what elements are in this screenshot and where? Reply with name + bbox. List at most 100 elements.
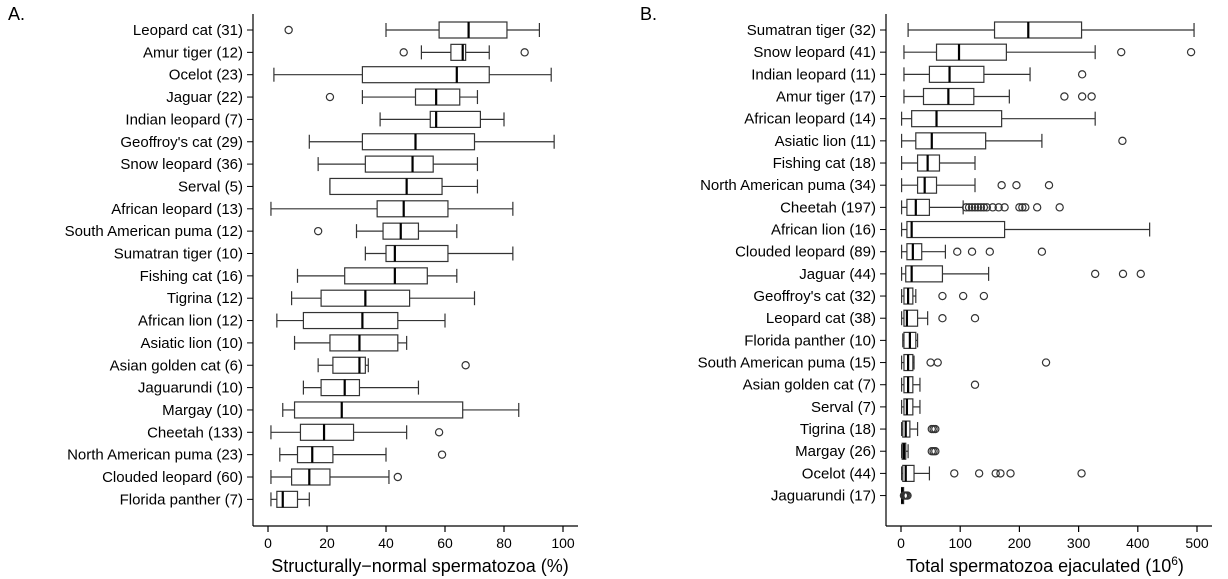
x-tick-label: 20 [319, 535, 335, 551]
box-iqr [376, 200, 449, 218]
outlier-point [1136, 269, 1145, 279]
box-iqr [364, 155, 434, 173]
category-label: Leopard cat (38) [766, 310, 876, 327]
box-iqr [906, 243, 923, 261]
category-label: Ocelot (23) [169, 67, 243, 84]
box-iqr [915, 132, 987, 150]
box-iqr [438, 21, 508, 39]
category-label: Snow leopard (41) [753, 44, 876, 61]
box-iqr [329, 177, 443, 196]
category-label: South American puma (12) [65, 223, 243, 240]
category-label: Cheetah (197) [780, 199, 876, 216]
x-tick-label: 80 [496, 535, 512, 551]
box-iqr [329, 334, 399, 352]
category-label: Serval (5) [178, 178, 243, 195]
box-iqr [429, 110, 482, 129]
outlier-point [393, 472, 402, 482]
category-label: Cheetah (133) [147, 424, 243, 441]
category-label: Geoffroy's cat (29) [120, 134, 243, 151]
box-iqr [928, 65, 985, 83]
category-label: North American puma (34) [700, 177, 876, 194]
outlier-point [1118, 136, 1127, 146]
box-iqr [276, 490, 299, 508]
outlier-point [991, 469, 1000, 478]
outlier-point [953, 247, 962, 256]
x-tick-label: 40 [378, 535, 394, 551]
outlier-point [979, 291, 989, 301]
outlier-point [284, 25, 293, 35]
outlier-point [926, 358, 935, 367]
outlier-point [996, 469, 1005, 478]
outlier-point [1041, 358, 1051, 367]
outlier-point [1087, 92, 1096, 101]
box-iqr [993, 21, 1083, 39]
box-iqr [905, 265, 944, 283]
x-tick-label: 400 [1126, 535, 1150, 551]
outlier-point [313, 226, 323, 236]
outlier-point [985, 247, 995, 256]
category-label: Asiatic lion (10) [140, 335, 243, 352]
outlier-point [399, 48, 408, 57]
outlier-point [974, 469, 984, 478]
outlier-point [970, 380, 980, 389]
box-iqr [902, 464, 915, 482]
category-label: Indian leopard (7) [125, 111, 243, 128]
outlier-point [970, 203, 980, 212]
outlier-point [976, 203, 986, 212]
box-iqr [414, 88, 461, 106]
box-iqr [916, 176, 938, 194]
category-label: African leopard (14) [744, 111, 876, 128]
x-tick-label: 100 [551, 535, 575, 551]
outlier-point [1186, 47, 1196, 57]
category-label: Jaguarundi (17) [771, 488, 876, 505]
outlier-point [938, 291, 947, 301]
outlier-point [1077, 469, 1086, 478]
x-tick-label: 100 [949, 535, 973, 551]
category-label: Geoffroy's cat (32) [753, 288, 876, 305]
category-label: Tigrina (12) [167, 290, 243, 307]
x-tick-label: 0 [264, 535, 272, 551]
outlier-point [979, 203, 989, 212]
outlier-point [958, 291, 968, 301]
box-iqr [911, 110, 1003, 128]
panel-a-x-axis-label: Structurally−normal spermatozoa (%) [271, 556, 569, 576]
category-label: Indian leopard (11) [751, 66, 876, 83]
panel-b-x-axis-label: Total spermatozoa ejaculated (106) [906, 554, 1184, 576]
outlier-point [1090, 269, 1100, 279]
category-label: Asiatic lion (11) [775, 133, 876, 150]
panel-b-x-axis-label-exponent: 6 [1171, 554, 1178, 568]
category-label: Florida panther (7) [120, 491, 243, 508]
box-iqr [344, 267, 428, 285]
outlier-point [970, 314, 980, 323]
x-tick-label: 200 [1008, 535, 1032, 551]
box-iqr [361, 133, 476, 151]
panel-b-boxplot: 0 100 200 300 400 500 Sumatran tiger (32) Snow … [698, 14, 1212, 551]
category-label: Margay (10) [162, 402, 243, 419]
category-label: Leopard cat (31) [133, 22, 243, 39]
category-label: Serval (7) [811, 399, 876, 416]
outlier-point [1012, 180, 1021, 190]
category-label: North American puma (23) [67, 447, 243, 464]
panel-a-label: A. [8, 4, 25, 24]
category-label: Jaguar (22) [166, 89, 243, 106]
panel-b-label: B. [640, 4, 657, 24]
outlier-point [1055, 203, 1064, 212]
category-label: Jaguarundi (10) [138, 380, 243, 397]
category-label: Sumatran tiger (10) [114, 246, 243, 263]
outlier-point [933, 358, 942, 367]
outlier-point [931, 424, 940, 434]
outlier-point [950, 469, 959, 478]
category-label: African lion (16) [771, 222, 876, 239]
outlier-point [1077, 92, 1087, 101]
outlier-point [964, 203, 974, 212]
outlier-point [1000, 203, 1009, 212]
category-label: Amur tiger (12) [143, 44, 243, 61]
category-label: Ocelot (44) [802, 465, 876, 482]
outlier-point [1018, 203, 1027, 212]
outlier-point [520, 48, 529, 57]
box-iqr [385, 244, 449, 263]
category-label: Margay (26) [795, 443, 876, 460]
outlier-point [1006, 469, 1015, 478]
outlier-point [982, 203, 992, 212]
